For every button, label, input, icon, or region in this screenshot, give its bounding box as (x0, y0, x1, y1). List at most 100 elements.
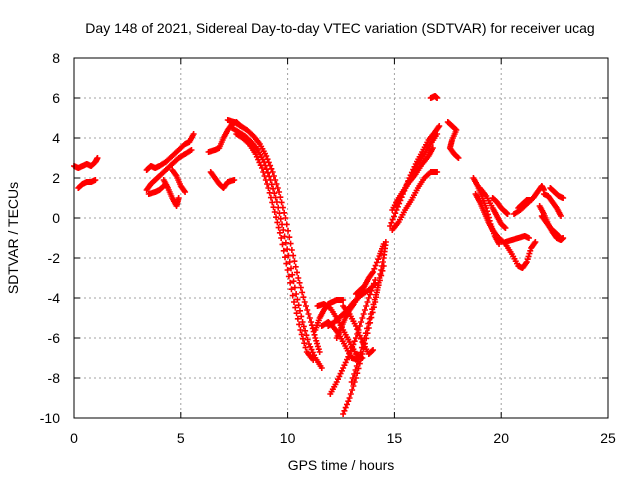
data-point (313, 337, 320, 344)
data-point (306, 315, 313, 321)
data-point (360, 339, 367, 346)
series-t1 (71, 155, 101, 171)
data-point (371, 296, 378, 303)
y-tick-label: -6 (48, 330, 61, 346)
chart-title: Day 148 of 2021, Sidereal Day-to-day VTE… (85, 20, 594, 36)
series-t27 (427, 93, 441, 101)
data-point (263, 153, 270, 159)
data-point (343, 401, 350, 408)
data-point (276, 229, 283, 236)
data-point (370, 269, 377, 275)
series-t34 (502, 233, 532, 245)
x-tick-label: 10 (280, 430, 296, 446)
data-point (560, 235, 567, 241)
data-point (369, 284, 376, 291)
data-point (558, 213, 565, 219)
data-point (362, 330, 369, 337)
data-point (287, 279, 294, 286)
data-point (284, 267, 291, 273)
data-point (290, 278, 297, 285)
data-point (369, 306, 376, 313)
x-axis-label: GPS time / hours (288, 457, 395, 473)
data-point (349, 387, 356, 393)
data-point (280, 227, 287, 233)
data-point (260, 169, 267, 175)
data-point (190, 131, 197, 137)
data-point (282, 254, 289, 261)
data-point (296, 279, 303, 286)
data-point (298, 313, 305, 320)
series-t2 (75, 177, 99, 191)
data-point (261, 173, 268, 179)
data-point (360, 311, 367, 317)
data-point (297, 327, 304, 333)
data-point (345, 398, 352, 405)
x-tick-label: 20 (493, 430, 509, 446)
data-point (291, 284, 298, 291)
data-point (376, 277, 383, 284)
series-t11 (229, 125, 325, 371)
data-point (350, 341, 357, 348)
data-point (373, 259, 380, 266)
data-point (273, 214, 280, 221)
data-point (357, 349, 364, 356)
data-point (265, 185, 272, 191)
y-tick-label: -8 (48, 370, 61, 386)
data-point (340, 411, 347, 417)
y-tick-label: 0 (52, 210, 60, 226)
y-tick-label: 8 (52, 50, 60, 66)
data-point (300, 323, 307, 330)
x-tick-label: 25 (600, 430, 616, 446)
data-point (302, 344, 309, 351)
data-point (555, 233, 562, 239)
data-point (279, 221, 286, 228)
data-point (340, 297, 347, 303)
data-point (304, 336, 311, 343)
data-point (390, 213, 397, 220)
data-point (271, 209, 278, 215)
data-point (270, 204, 277, 211)
data-point (276, 189, 283, 195)
data-point (298, 331, 305, 338)
series-t12 (233, 131, 317, 363)
y-tick-label: -4 (48, 290, 61, 306)
data-point (295, 302, 302, 309)
series-t8 (207, 169, 238, 191)
data-point (365, 320, 372, 327)
data-point (367, 311, 374, 317)
data-point (504, 211, 511, 217)
data-point (434, 131, 441, 137)
data-point (356, 323, 363, 329)
data-point (361, 307, 368, 313)
series-t28 (444, 119, 462, 161)
y-tick-label: 2 (52, 170, 60, 186)
data-point (291, 299, 298, 305)
data-point (296, 307, 303, 314)
data-point (266, 189, 273, 196)
data-point (379, 267, 386, 274)
series-t4 (143, 147, 195, 193)
data-point (346, 351, 353, 357)
y-axis-label: SDTVAR / TECUs (5, 182, 21, 294)
data-point (528, 197, 535, 203)
data-point (283, 260, 290, 267)
data-point (293, 291, 300, 297)
data-point (502, 225, 509, 231)
data-point (436, 123, 443, 129)
data-point (263, 166, 270, 173)
x-tick-label: 15 (387, 430, 403, 446)
data-point (304, 307, 311, 313)
data-point (305, 311, 312, 317)
data-point (275, 224, 282, 231)
data-point (374, 287, 381, 293)
data-point (294, 315, 301, 322)
data-point (277, 215, 284, 222)
data-point (231, 177, 238, 183)
data-point (279, 241, 286, 248)
data-point (310, 357, 317, 363)
data-point (370, 280, 377, 287)
data-point (363, 303, 370, 309)
series-t31 (476, 185, 509, 231)
data-point (353, 363, 360, 369)
data-point (364, 325, 371, 332)
